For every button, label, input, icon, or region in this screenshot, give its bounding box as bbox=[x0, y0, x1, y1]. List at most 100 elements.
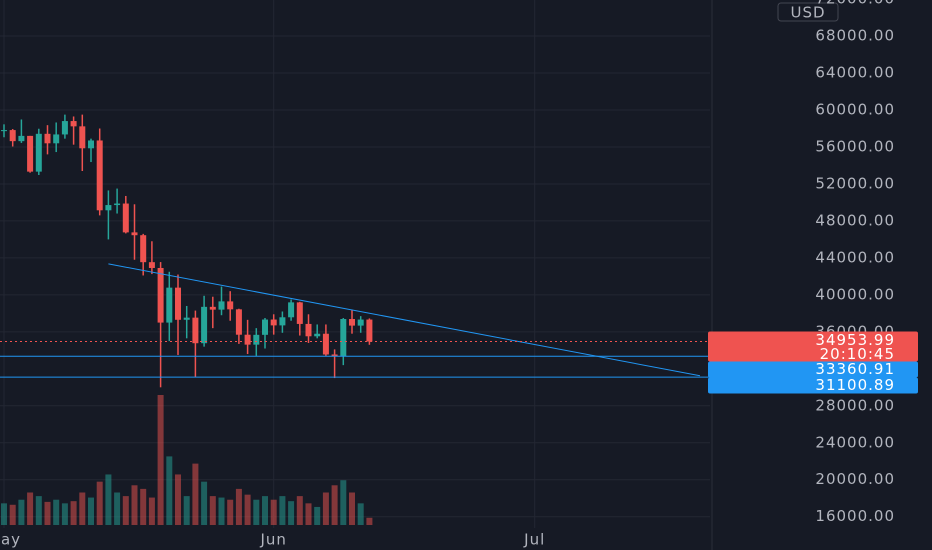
candle-body bbox=[157, 267, 164, 323]
candle-body bbox=[44, 133, 51, 144]
volume-bar bbox=[79, 492, 86, 525]
volume-bar bbox=[349, 492, 355, 525]
level-price-box bbox=[708, 377, 918, 394]
volume-bar bbox=[357, 503, 364, 525]
volume-bar bbox=[122, 496, 129, 525]
candle-body bbox=[192, 317, 199, 344]
candle-body bbox=[53, 134, 60, 144]
candle-body bbox=[114, 203, 121, 206]
level-price-label: 31100.89 bbox=[815, 376, 895, 394]
candle-body bbox=[35, 133, 42, 172]
candle-body bbox=[357, 319, 364, 326]
volume-bar bbox=[9, 504, 16, 525]
volume-bar bbox=[244, 494, 251, 525]
y-tick-label: 40000.00 bbox=[815, 285, 895, 303]
trend-line bbox=[108, 263, 701, 377]
y-tick-label: 64000.00 bbox=[815, 64, 895, 82]
candle-body bbox=[1, 130, 7, 132]
y-tick-label: 56000.00 bbox=[815, 137, 895, 155]
candle-body bbox=[175, 287, 181, 320]
candle-body bbox=[201, 306, 208, 344]
volume-bar bbox=[253, 499, 260, 525]
y-tick-label: 44000.00 bbox=[815, 248, 895, 266]
candle-body bbox=[27, 135, 34, 172]
candle-body bbox=[296, 302, 303, 324]
volume-bar bbox=[192, 463, 199, 525]
candle-body bbox=[349, 319, 355, 326]
candle-body bbox=[140, 235, 147, 263]
volume-bar bbox=[322, 492, 329, 525]
level-price-label: 33360.91 bbox=[815, 360, 895, 378]
y-tick-label: 60000.00 bbox=[815, 101, 895, 119]
y-tick-label: 28000.00 bbox=[815, 396, 895, 414]
candle-body bbox=[244, 334, 251, 345]
volume-bar bbox=[18, 499, 25, 525]
candle-body bbox=[270, 319, 277, 326]
volume-bar bbox=[61, 503, 68, 525]
y-tick-label: 68000.00 bbox=[815, 27, 895, 45]
volume-bar bbox=[183, 496, 190, 525]
volume-bar bbox=[331, 485, 338, 525]
candle-body bbox=[279, 317, 286, 326]
currency-box bbox=[777, 2, 839, 22]
candle-body bbox=[331, 354, 338, 357]
x-tick-label: Jun bbox=[259, 531, 286, 549]
volume-bar bbox=[35, 496, 42, 525]
current-price-box bbox=[708, 331, 918, 362]
volume-bar bbox=[88, 497, 94, 525]
volume-bar bbox=[148, 497, 155, 525]
volume-bar bbox=[166, 456, 173, 525]
volume-bar bbox=[305, 503, 312, 525]
candle-body bbox=[70, 121, 77, 127]
volume-bar bbox=[131, 485, 138, 525]
volume-bar bbox=[209, 496, 216, 525]
y-tick-label: 52000.00 bbox=[815, 174, 895, 192]
y-tick-label: 16000.00 bbox=[815, 507, 895, 525]
y-tick-label: 48000.00 bbox=[815, 211, 895, 229]
candle-body bbox=[122, 203, 129, 233]
candle-body bbox=[322, 333, 329, 355]
candle-body bbox=[166, 287, 173, 323]
volume-bar bbox=[279, 496, 286, 525]
volume-bar bbox=[270, 499, 277, 525]
candle-body bbox=[227, 301, 234, 310]
volume-bar bbox=[175, 474, 181, 525]
x-tick-label: Jul bbox=[523, 531, 545, 549]
candle-body bbox=[253, 334, 260, 345]
volume-bar bbox=[44, 501, 51, 525]
candle-body bbox=[218, 301, 225, 310]
countdown-label: 20:10:45 bbox=[820, 345, 895, 363]
volume-bar bbox=[296, 496, 303, 525]
candle-body bbox=[88, 140, 94, 149]
volume-bar bbox=[105, 474, 112, 525]
volume-bar bbox=[201, 481, 208, 525]
candle-body bbox=[340, 319, 347, 357]
y-tick-label: 72000.00 bbox=[815, 0, 895, 8]
candle-body bbox=[18, 135, 25, 142]
candle-body bbox=[96, 140, 103, 211]
candle-body bbox=[105, 205, 112, 211]
volume-bar bbox=[314, 506, 321, 525]
volume-bar bbox=[366, 517, 373, 525]
volume-bar bbox=[70, 501, 77, 525]
candle-body bbox=[79, 126, 86, 149]
volume-bar bbox=[227, 499, 234, 525]
current-price-label: 34953.99 bbox=[815, 331, 895, 349]
candle-body bbox=[209, 306, 216, 310]
candle-body bbox=[314, 333, 321, 337]
candle-body bbox=[366, 319, 373, 342]
volume-bar bbox=[340, 480, 347, 525]
volume-bar bbox=[1, 503, 7, 525]
y-tick-label: 24000.00 bbox=[815, 433, 895, 451]
volume-bar bbox=[235, 488, 242, 525]
volume-bar bbox=[157, 395, 164, 525]
volume-bar bbox=[288, 501, 295, 525]
volume-bar bbox=[96, 481, 103, 525]
candle-body bbox=[235, 309, 242, 335]
volume-bar bbox=[262, 496, 268, 525]
x-tick-label: May bbox=[0, 531, 21, 549]
volume-bar bbox=[114, 492, 121, 525]
